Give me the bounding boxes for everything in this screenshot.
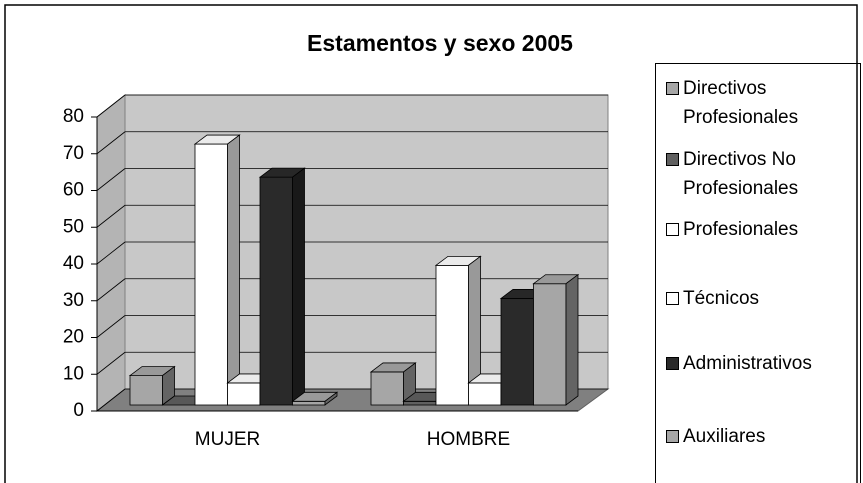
bar	[129, 375, 163, 406]
bar-side	[324, 391, 338, 406]
legend-item: Administrativos	[666, 349, 856, 378]
y-tick-label: 40	[63, 253, 84, 274]
bar	[194, 143, 228, 406]
bar-side	[227, 134, 240, 406]
bar	[370, 371, 404, 406]
bar-side	[292, 167, 305, 406]
legend-label: Profesionales	[683, 219, 799, 240]
grid-line	[96, 241, 126, 265]
legend-label: Directivos Profesionales	[683, 78, 799, 128]
bar-side	[565, 273, 579, 406]
legend-item: Directivos No Profesionales	[666, 145, 856, 203]
legend-label: Administrativos	[683, 353, 812, 374]
bar	[403, 400, 437, 406]
legend-swatch	[666, 292, 679, 305]
legend-label: Técnicos	[683, 288, 760, 309]
grid-line	[96, 131, 126, 155]
legend-label: Directivos No Profesionales	[683, 149, 799, 199]
x-tick-label: MUJER	[195, 429, 260, 450]
y-tick-label: 10	[63, 363, 84, 384]
legend-swatch	[666, 357, 679, 370]
y-tick-label: 60	[63, 180, 84, 201]
legend: Directivos Profesionales Directivos No Pr…	[655, 63, 861, 483]
grid-line	[96, 351, 126, 375]
legend-item: Directivos Profesionales	[666, 74, 856, 132]
x-tick-label: HOMBRE	[427, 429, 510, 450]
chart-title: Estamentos y sexo 2005	[307, 30, 573, 56]
legend-item: Técnicos	[666, 284, 856, 313]
bar	[500, 298, 534, 406]
y-tick-label: 0	[73, 400, 84, 421]
grid-line	[96, 388, 126, 412]
bar	[435, 264, 469, 406]
grid-line	[96, 94, 126, 118]
y-tick-label: 30	[63, 290, 84, 311]
bar	[533, 283, 567, 406]
legend-swatch	[666, 223, 679, 236]
y-tick-label: 50	[63, 216, 84, 237]
y-tick-label: 20	[63, 327, 84, 348]
legend-swatch	[666, 430, 679, 443]
legend-item: Profesionales	[666, 215, 856, 244]
grid-line	[96, 315, 126, 338]
grid-line	[96, 204, 126, 228]
grid-line	[96, 168, 126, 191]
bar	[468, 382, 502, 406]
bar	[227, 382, 261, 406]
legend-swatch	[666, 82, 679, 95]
legend-item: Auxiliares	[666, 422, 856, 451]
bar	[292, 400, 326, 406]
y-tick-label: 70	[63, 143, 84, 164]
grid-line	[96, 278, 126, 302]
bar	[259, 176, 293, 406]
legend-swatch	[666, 153, 679, 166]
y-tick-label: 80	[63, 106, 84, 127]
legend-label: Auxiliares	[683, 426, 766, 447]
